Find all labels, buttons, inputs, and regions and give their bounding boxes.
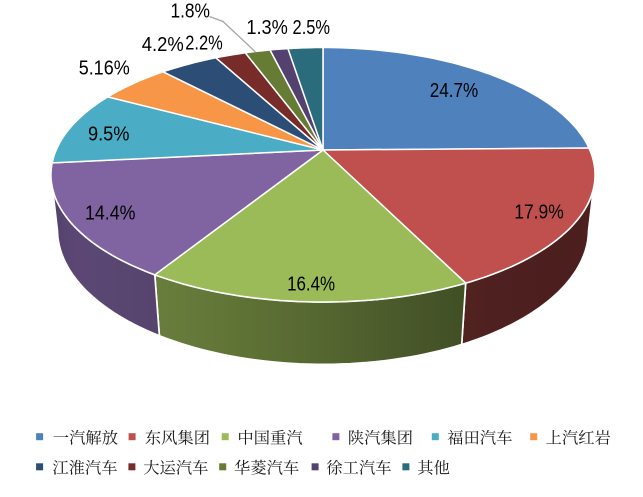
svg-text:1.3%: 1.3% xyxy=(246,17,288,39)
svg-text:4.2%: 4.2% xyxy=(142,34,184,56)
svg-text:24.7%: 24.7% xyxy=(430,80,479,102)
svg-text:16.4%: 16.4% xyxy=(287,274,335,296)
svg-text:14.4%: 14.4% xyxy=(85,202,136,224)
svg-text:9.5%: 9.5% xyxy=(88,124,130,146)
svg-text:1.8%: 1.8% xyxy=(170,0,210,22)
svg-text:2.2%: 2.2% xyxy=(185,32,223,54)
svg-text:17.9%: 17.9% xyxy=(514,201,564,223)
svg-text:5.16%: 5.16% xyxy=(79,58,130,80)
svg-text:2.5%: 2.5% xyxy=(293,17,331,39)
